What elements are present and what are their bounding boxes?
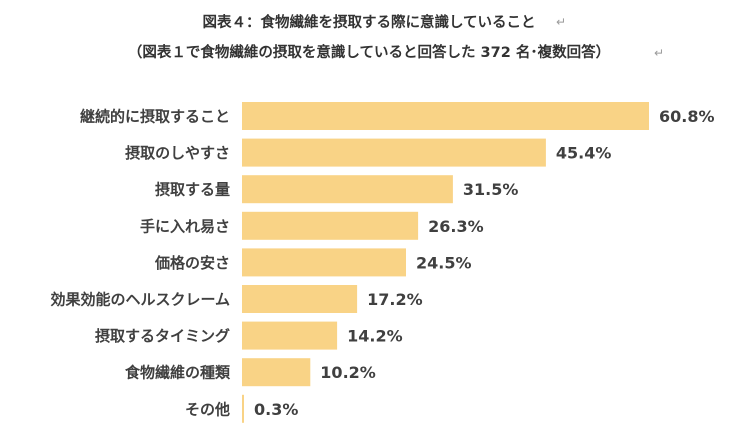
category-label: 摂取のしやすさ: [125, 144, 230, 162]
category-label: その他: [185, 400, 230, 418]
bar: [242, 285, 358, 313]
data-label: 31.5%: [463, 180, 519, 199]
data-label: 24.5%: [416, 253, 472, 272]
data-label: 17.2%: [367, 290, 423, 309]
paragraph-mark-icon: ↵: [654, 46, 664, 60]
category-label: 摂取するタイミング: [95, 327, 230, 345]
bar: [242, 394, 244, 423]
bar: [242, 175, 453, 204]
category-label: 価格の安さ: [154, 254, 230, 272]
data-label: 60.8%: [659, 107, 715, 126]
data-label: 10.2%: [320, 363, 376, 382]
chart-title: 図表４：食物繊維を摂取する際に意識していること: [202, 13, 535, 31]
plot-area: 継続的に摂取すること 60.8% 摂取のしやすさ 45.4% 摂取する量 31.5% 手に入…: [50, 102, 715, 423]
data-label: 0.3%: [254, 400, 298, 419]
chart-subtitle: （図表１で食物繊維の摂取を意識していると回答した 372 名･複数回答）: [128, 43, 610, 61]
paragraph-mark-icon: ↵: [556, 15, 566, 29]
bar: [242, 138, 546, 167]
bar: [242, 358, 311, 387]
data-label: 45.4%: [556, 144, 612, 163]
category-label: 摂取する量: [155, 181, 230, 199]
bar: [242, 321, 338, 350]
category-label: 継続的に摂取すること: [80, 108, 230, 126]
data-label: 26.3%: [428, 217, 484, 236]
bar: [242, 102, 649, 130]
category-label: 効果効能のヘルスクレーム: [50, 291, 230, 309]
bar: [242, 248, 406, 277]
category-label: 手に入れ易さ: [140, 217, 230, 235]
bar: [242, 211, 419, 240]
category-label: 食物繊維の種類: [125, 364, 231, 382]
data-label: 14.2%: [347, 327, 403, 346]
